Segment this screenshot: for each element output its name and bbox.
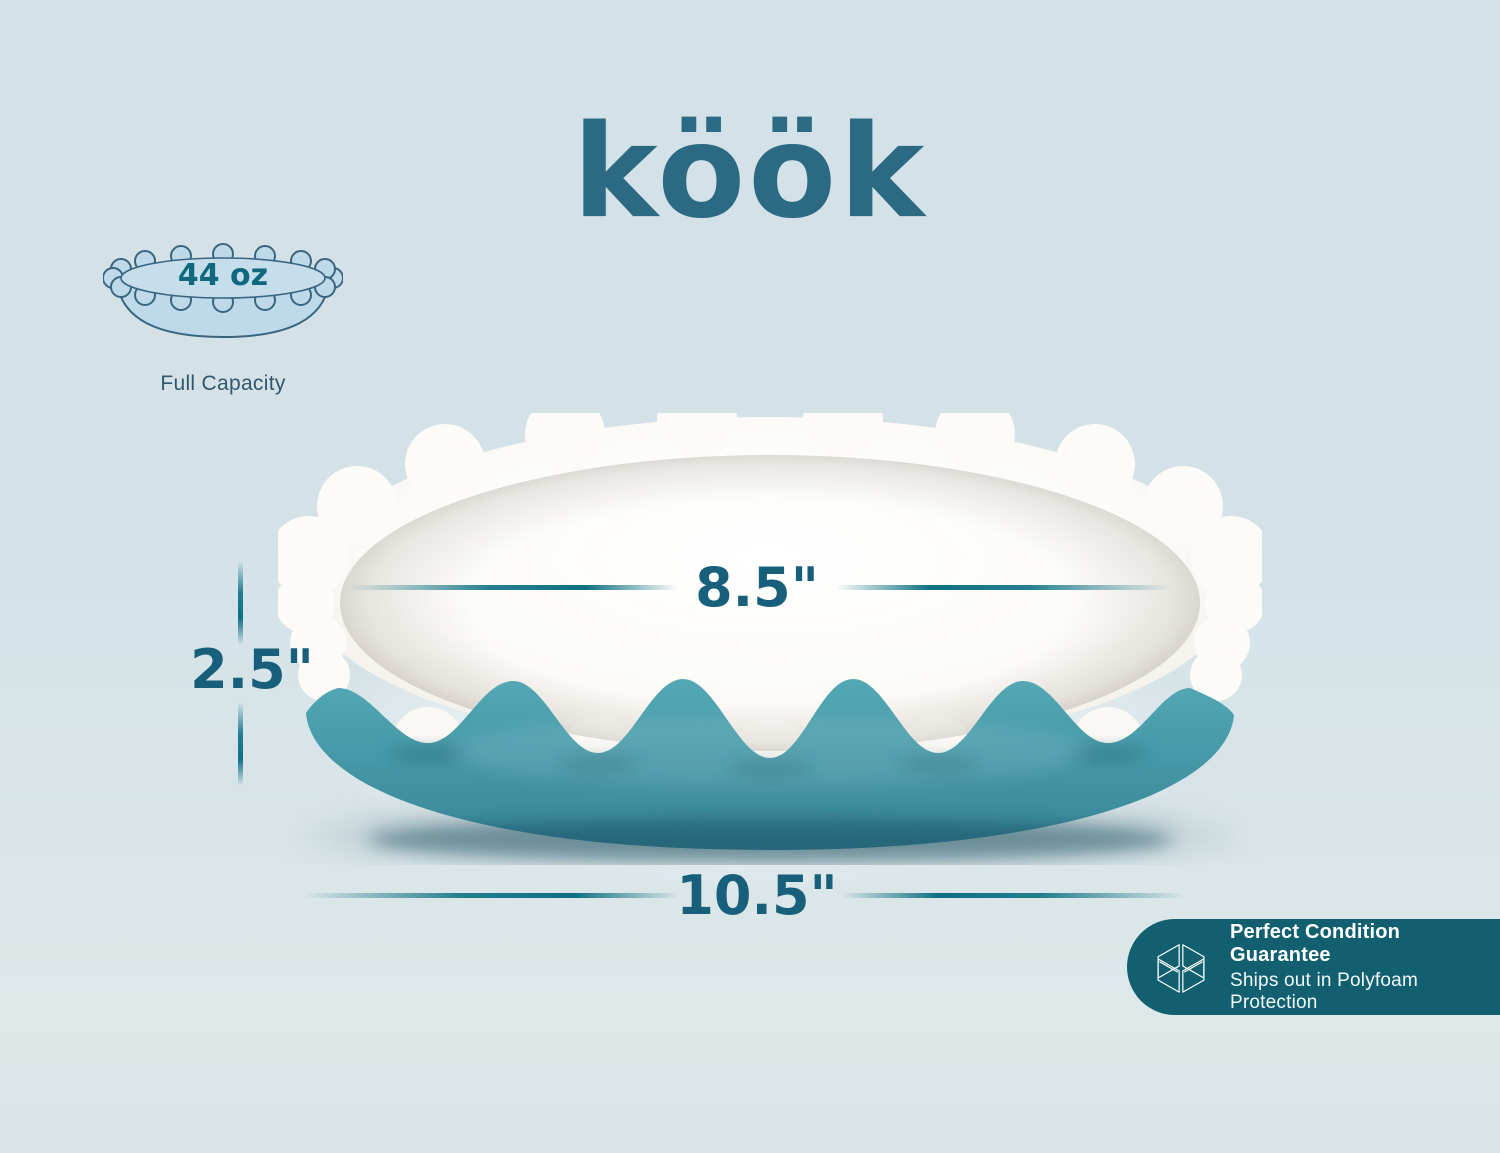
inner-diameter-line-right <box>836 585 1172 590</box>
badge-title: Perfect Condition Guarantee <box>1230 920 1401 966</box>
capacity-value: 44 oz <box>177 258 269 293</box>
outer-diameter-label: 10.5" <box>676 864 838 927</box>
guarantee-badge: Perfect Condition Guarantee Ships out in… <box>1127 919 1500 1015</box>
pie-dish-photo <box>278 413 1262 865</box>
height-line-bottom <box>238 702 243 786</box>
outer-diameter-line-right <box>842 893 1185 898</box>
capacity-caption: Full Capacity <box>160 372 286 395</box>
polyfoam-box-icon <box>1157 944 1205 993</box>
outer-diameter-line-left <box>303 893 679 898</box>
height-label: 2.5" <box>190 638 314 701</box>
brand-logo: köök <box>572 98 928 247</box>
inner-diameter-label: 8.5" <box>695 556 819 619</box>
inner-diameter-line-left <box>348 585 678 590</box>
height-line-top <box>238 561 243 645</box>
pie-dish-capacity-icon <box>103 243 343 339</box>
badge-subtitle: Ships out in Polyfoam Protection <box>1230 969 1418 1013</box>
